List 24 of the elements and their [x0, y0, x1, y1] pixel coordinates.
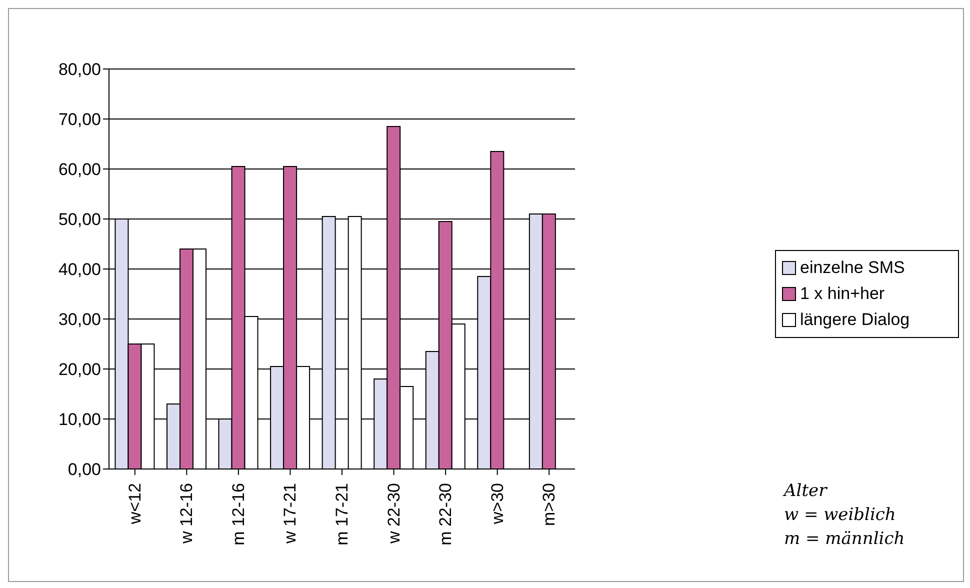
y-tick-label: 70,00 [58, 110, 101, 130]
y-tick-label: 80,00 [58, 60, 101, 80]
x-tick-label: m 12-16 [228, 483, 248, 546]
x-tick-label: w>30 [488, 483, 507, 526]
x-tick-label: m>30 [540, 483, 559, 526]
x-tick-label: w 17-21 [280, 483, 300, 544]
x-tick-label: m 22-30 [436, 483, 456, 546]
x-tick-label: w 12-16 [177, 483, 196, 544]
y-tick-label: 50,00 [58, 210, 101, 230]
y-tick-label: 30,00 [58, 310, 101, 330]
y-tick-label: 60,00 [58, 160, 101, 180]
y-tick-label: 0,00 [68, 460, 101, 480]
legend-label: längere Dialog [800, 309, 910, 331]
x-tick-label: w 22-30 [384, 483, 404, 544]
y-tick-label: 40,00 [58, 260, 101, 280]
text: m = männlich [784, 528, 905, 551]
y-tick-label: 20,00 [58, 360, 101, 380]
legend-label: einzelne SMS [800, 257, 905, 279]
y-tick-label: 10,00 [58, 410, 101, 430]
text: Alter [784, 480, 828, 503]
legend-label: 1 x hin+her [800, 283, 885, 305]
x-tick-label: m 17-21 [332, 483, 352, 546]
x-tick-label: w<12 [125, 483, 144, 526]
text: w = weiblich [784, 504, 897, 527]
